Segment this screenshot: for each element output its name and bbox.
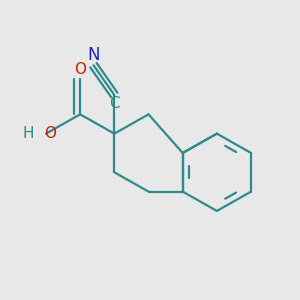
Text: N: N — [87, 46, 100, 64]
Text: O: O — [74, 62, 86, 77]
Text: O: O — [44, 126, 56, 141]
Text: H: H — [23, 126, 34, 141]
Text: C: C — [109, 96, 120, 111]
